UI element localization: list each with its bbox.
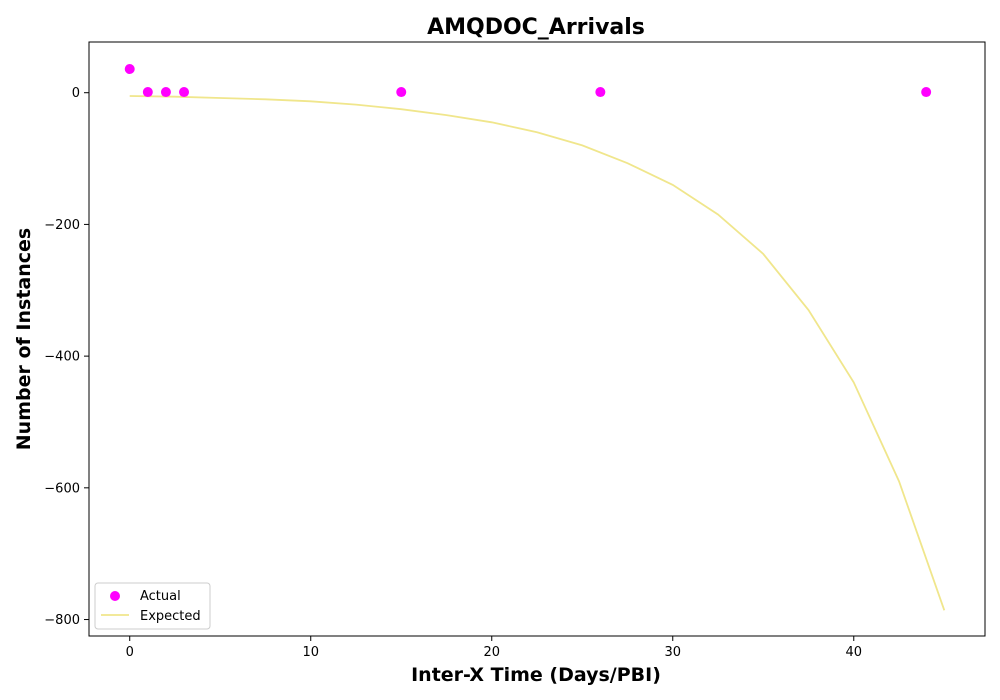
y-tick-label: −600: [44, 481, 80, 496]
x-axis-ticks: 0 10 20 30 40: [126, 636, 862, 660]
expected-line: [129, 95, 946, 611]
x-axis-label: Inter-X Time (Days/PBI): [411, 664, 661, 686]
y-tick-label: −800: [44, 613, 80, 628]
legend-label-actual: Actual: [140, 589, 181, 604]
x-tick-label: 40: [845, 645, 862, 660]
chart-title: AMQDOC_Arrivals: [427, 15, 645, 40]
actual-series: [124, 64, 932, 98]
legend: Actual Expected: [94, 582, 211, 630]
y-axis-ticks: 0 −200 −400 −600 −800: [44, 86, 89, 628]
actual-point: [595, 87, 606, 98]
actual-point: [124, 64, 135, 74]
y-tick-label: −200: [44, 218, 80, 233]
legend-marker-actual: [110, 591, 120, 601]
x-tick-label: 0: [126, 645, 134, 660]
actual-point: [396, 87, 407, 98]
y-tick-label: −400: [44, 350, 80, 365]
x-tick-label: 10: [302, 645, 319, 660]
legend-box: [94, 582, 211, 630]
actual-point: [179, 87, 190, 98]
actual-point: [142, 87, 153, 98]
plot-area: [88, 41, 986, 637]
y-axis-label: Number of Instances: [13, 228, 35, 450]
x-tick-label: 20: [483, 645, 500, 660]
expected-series: [129, 95, 946, 611]
legend-label-expected: Expected: [140, 609, 201, 624]
actual-point: [160, 87, 171, 98]
actual-point: [921, 87, 932, 98]
x-tick-label: 30: [664, 645, 681, 660]
y-tick-label: 0: [72, 86, 80, 101]
